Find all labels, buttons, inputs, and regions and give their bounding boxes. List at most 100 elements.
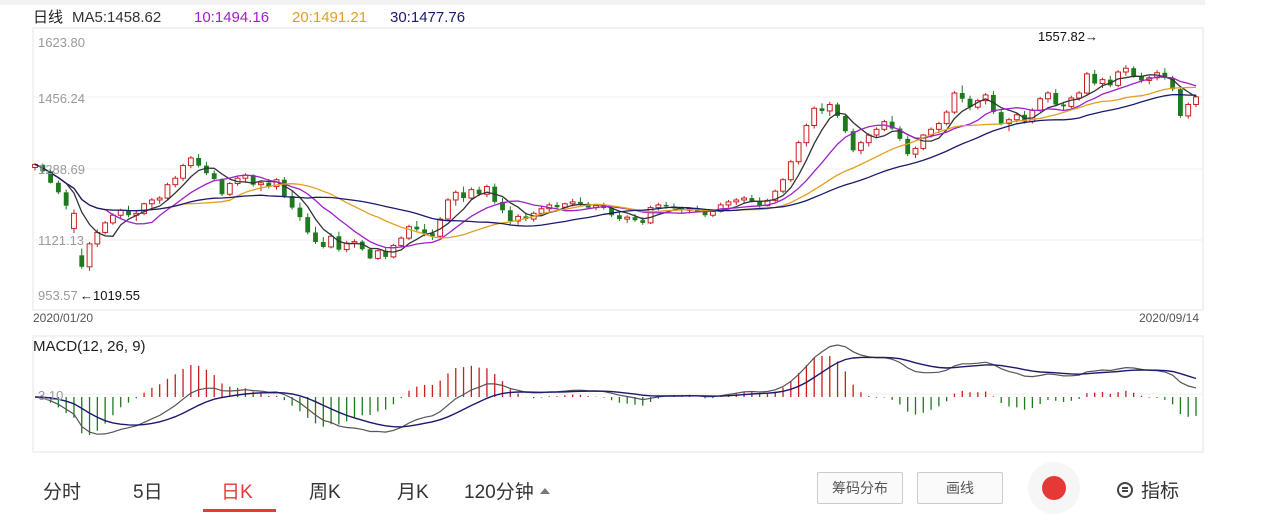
candle	[500, 198, 505, 214]
candle	[126, 205, 131, 218]
caret-up-icon	[539, 487, 550, 494]
kline-grid	[33, 96, 1203, 241]
candle	[398, 236, 405, 248]
candle	[819, 103, 825, 115]
period-label: 日线	[33, 9, 63, 26]
macd-histogram	[42, 355, 1197, 435]
candle	[79, 248, 85, 269]
candle	[803, 123, 810, 147]
indicator-button[interactable]: 指标	[1117, 476, 1179, 503]
candle	[187, 156, 194, 169]
candle	[741, 196, 747, 204]
candle	[55, 180, 61, 195]
candle	[1092, 70, 1098, 86]
candle	[951, 91, 958, 115]
candle	[156, 196, 163, 204]
y-tick-label: 1623.80	[38, 35, 85, 50]
candle	[367, 247, 373, 260]
candle	[86, 241, 93, 271]
candle	[226, 182, 233, 197]
dif-line	[34, 344, 1197, 435]
candle	[414, 220, 420, 233]
candle	[835, 102, 840, 118]
candle	[1178, 86, 1183, 118]
candle	[211, 170, 217, 181]
candle	[313, 226, 318, 244]
candle	[250, 174, 256, 187]
tab-120min-label: 120分钟	[464, 482, 534, 503]
macd-title: MACD(12, 26, 9)	[33, 338, 146, 355]
y-tick-label: 1288.69	[38, 162, 85, 177]
candle	[297, 202, 303, 221]
candle	[974, 98, 981, 110]
candle	[858, 140, 864, 155]
candle	[141, 202, 148, 216]
active-tab-indicator	[203, 509, 276, 512]
candle	[219, 178, 225, 197]
ma-lines	[34, 74, 1197, 253]
candle	[445, 198, 451, 221]
tab-5day[interactable]: 5日	[133, 482, 163, 503]
candle	[998, 109, 1004, 126]
tab-daily-k[interactable]: 日K	[221, 482, 253, 503]
chip-distribution-button[interactable]: 筹码分布	[817, 472, 903, 504]
candle	[281, 177, 287, 199]
candle	[616, 212, 622, 221]
ma30-legend: 30:1477.76	[390, 9, 465, 26]
candle	[842, 114, 848, 134]
candle	[1122, 65, 1129, 76]
candle	[172, 175, 179, 188]
candle	[811, 106, 818, 129]
y-tick-label: 953.57	[38, 288, 78, 303]
tab-120min[interactable]: 120分钟	[464, 477, 550, 504]
max-price-annotation: 1557.82→	[1038, 29, 1098, 44]
top-strip	[0, 0, 1205, 5]
candle	[273, 178, 280, 190]
ma20-legend: 20:1491.21	[292, 9, 367, 26]
candle	[515, 214, 522, 225]
candle	[873, 127, 880, 138]
candle	[725, 199, 732, 208]
candle	[461, 186, 466, 202]
candle	[429, 229, 435, 241]
candle	[1193, 94, 1199, 108]
candle	[1185, 102, 1192, 119]
candle	[959, 85, 965, 103]
indicator-label: 指标	[1141, 481, 1180, 502]
candle	[826, 101, 833, 116]
date-start-label: 2020/01/20	[33, 311, 93, 325]
stock-chart[interactable]: 1623.80 1456.24 1288.69 1121.13 953.57 2…	[0, 0, 1268, 460]
y-tick-label: 1121.13	[38, 233, 84, 248]
candle	[935, 121, 942, 134]
ma5-legend: MA5:1458.62	[72, 9, 161, 26]
record-button[interactable]	[1028, 462, 1080, 514]
candle	[897, 126, 903, 141]
indicator-icon	[1117, 481, 1133, 498]
tab-intraday[interactable]: 分时	[43, 482, 82, 503]
macd-y-tick: 3.10	[38, 388, 63, 403]
period-toolbar: 分时 5日 日K 周K 月K 120分钟 筹码分布 画线 指标	[0, 460, 1268, 524]
candle	[624, 215, 631, 223]
tab-weekly-k[interactable]: 周K	[309, 482, 341, 503]
candle	[1006, 117, 1012, 132]
candle	[452, 190, 459, 206]
ma-line	[34, 74, 1197, 253]
candle	[905, 136, 911, 157]
candle	[196, 154, 202, 168]
candle	[920, 133, 927, 151]
dea-line	[34, 356, 1197, 428]
candle	[468, 187, 475, 200]
candle	[733, 198, 740, 205]
candle	[967, 95, 973, 111]
candle	[71, 209, 77, 234]
candle	[359, 240, 365, 251]
candle	[1053, 89, 1059, 107]
tab-monthly-k[interactable]: 月K	[397, 482, 429, 503]
candle	[383, 246, 389, 260]
candle	[305, 213, 311, 235]
date-end-label: 2020/09/14	[1139, 311, 1199, 325]
candle	[912, 146, 919, 158]
draw-line-button[interactable]: 画线	[917, 472, 1003, 504]
candle	[1045, 91, 1051, 103]
candle	[406, 224, 412, 241]
